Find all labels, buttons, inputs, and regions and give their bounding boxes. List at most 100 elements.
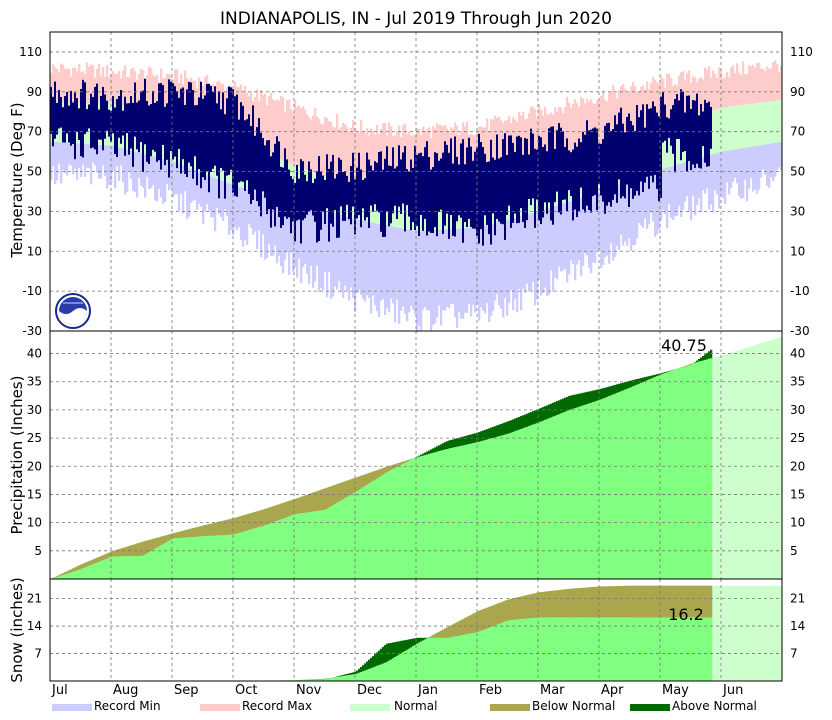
precip-above-normal-bar xyxy=(576,394,579,408)
record-min-bar xyxy=(362,220,365,299)
snow-above-normal-bar xyxy=(362,665,365,672)
precip-accumulated-bar xyxy=(656,376,659,579)
actual-temperature-bar xyxy=(132,102,134,167)
snow-accumulated-bar xyxy=(398,654,401,681)
snow-below-normal-bar xyxy=(532,593,535,618)
snow-above-normal-bar xyxy=(372,656,375,668)
actual-temperature-bar xyxy=(496,134,498,219)
y-tick-label-right: 15 xyxy=(790,487,805,501)
snow-accumulated-bar xyxy=(484,629,487,681)
record-min-bar xyxy=(520,216,523,311)
record-max-bar xyxy=(678,75,681,121)
legend-swatch xyxy=(630,704,670,711)
precip-accumulated-bar xyxy=(532,424,535,579)
record-min-bar xyxy=(212,177,215,218)
precip-accumulated-bar xyxy=(564,411,567,579)
actual-temperature-bar xyxy=(640,110,642,182)
precip-below-normal-bar xyxy=(74,567,77,571)
precip-above-normal-bar xyxy=(514,418,517,432)
record-max-bar xyxy=(76,71,79,103)
precip-accumulated-bar xyxy=(680,367,683,579)
record-max-bar xyxy=(430,138,433,198)
snow-accumulated-bar xyxy=(652,617,655,681)
record-min-bar xyxy=(452,229,455,304)
precip-accumulated-bar xyxy=(496,436,499,579)
actual-temperature-bar xyxy=(448,152,450,239)
precip-below-normal-bar xyxy=(180,531,183,538)
record-max-bar xyxy=(756,63,759,104)
precip-accumulated-bar xyxy=(650,378,653,579)
precip-accumulated-bar xyxy=(448,448,451,579)
precip-below-normal-bar xyxy=(162,536,165,545)
record-min-bar xyxy=(84,143,87,177)
record-min-bar xyxy=(222,181,225,221)
precip-accumulated-bar xyxy=(392,469,395,579)
precip-accumulated-bar xyxy=(508,433,511,579)
snow-accumulated-bar xyxy=(640,617,643,681)
precip-above-normal-bar xyxy=(462,436,465,446)
snow-accumulated-bar xyxy=(700,617,703,681)
precip-below-normal-bar xyxy=(186,529,189,538)
snow-below-normal-bar xyxy=(636,585,639,618)
precip-accumulated-bar xyxy=(638,383,641,579)
actual-temperature-bar xyxy=(522,154,524,222)
record-min-bar xyxy=(506,219,509,316)
snow-above-normal-bar xyxy=(356,670,359,674)
record-max-bar xyxy=(494,115,497,186)
snow-accumulated-bar xyxy=(376,665,379,681)
snow-below-normal-bar xyxy=(548,591,551,618)
precip-below-normal-bar xyxy=(142,541,145,556)
precip-accumulated-bar xyxy=(668,371,671,579)
snow-accumulated-bar xyxy=(566,617,569,681)
snow-accumulated-bar xyxy=(670,617,673,681)
record-min-bar xyxy=(726,150,729,183)
actual-temperature-bar xyxy=(250,126,252,205)
precip-above-normal-bar xyxy=(594,390,597,402)
record-min-bar xyxy=(406,229,409,322)
snow-above-normal-bar xyxy=(358,668,361,673)
actual-temperature-bar xyxy=(406,169,408,206)
precip-accumulated-bar xyxy=(84,567,87,579)
precip-accumulated-bar xyxy=(164,543,167,579)
record-min-bar xyxy=(734,149,737,178)
snow-accumulated-bar xyxy=(536,617,539,681)
record-min-bar xyxy=(466,228,469,313)
snow-above-normal-bar xyxy=(388,643,391,661)
precip-above-normal-bar xyxy=(632,380,635,387)
actual-temperature-bar xyxy=(504,133,506,240)
snow-accumulated-bar xyxy=(470,633,473,681)
precip-accumulated-bar xyxy=(136,556,139,579)
precip-accumulated-bar xyxy=(230,534,233,579)
precip-accumulated-bar xyxy=(152,549,155,579)
snow-accumulated-bar xyxy=(476,632,479,681)
snow-accumulated-bar xyxy=(682,617,685,681)
record-min-bar xyxy=(524,215,527,293)
precip-accumulated-bar xyxy=(214,535,217,579)
record-min-bar xyxy=(424,230,427,308)
actual-temperature-bar xyxy=(144,78,146,145)
precip-accumulated-bar xyxy=(418,456,421,579)
actual-temperature-bar xyxy=(344,171,346,221)
record-min-bar xyxy=(550,207,553,271)
record-max-bar xyxy=(184,70,187,121)
y-tick-label-right: 50 xyxy=(790,165,805,179)
normal-bar xyxy=(732,106,735,150)
record-min-bar xyxy=(454,228,457,318)
actual-temperature-bar xyxy=(50,87,52,134)
precipitation-total-label: 40.75 xyxy=(661,336,707,355)
actual-temperature-bar xyxy=(56,102,58,135)
precip-accumulated-bar xyxy=(514,431,517,579)
actual-temperature-bar xyxy=(442,152,444,234)
snow-below-normal-bar xyxy=(706,585,709,618)
precip-below-normal-bar xyxy=(238,516,241,533)
precip-above-normal-bar xyxy=(472,433,475,444)
precip-above-normal-bar xyxy=(530,412,533,426)
record-max-bar xyxy=(624,88,627,138)
record-min-bar xyxy=(666,167,669,229)
precip-accumulated-bar xyxy=(434,452,437,579)
precip-above-normal-bar xyxy=(668,371,671,372)
precip-above-normal-bar xyxy=(660,373,663,375)
normal-bar xyxy=(760,102,763,146)
snow-below-normal-bar xyxy=(480,610,483,631)
